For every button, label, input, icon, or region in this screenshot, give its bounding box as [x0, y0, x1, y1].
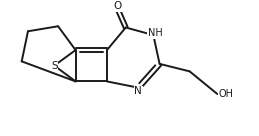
Text: S: S: [51, 61, 57, 71]
Text: OH: OH: [219, 89, 234, 99]
Text: O: O: [113, 1, 121, 11]
Text: NH: NH: [148, 28, 163, 38]
Text: N: N: [134, 86, 142, 96]
